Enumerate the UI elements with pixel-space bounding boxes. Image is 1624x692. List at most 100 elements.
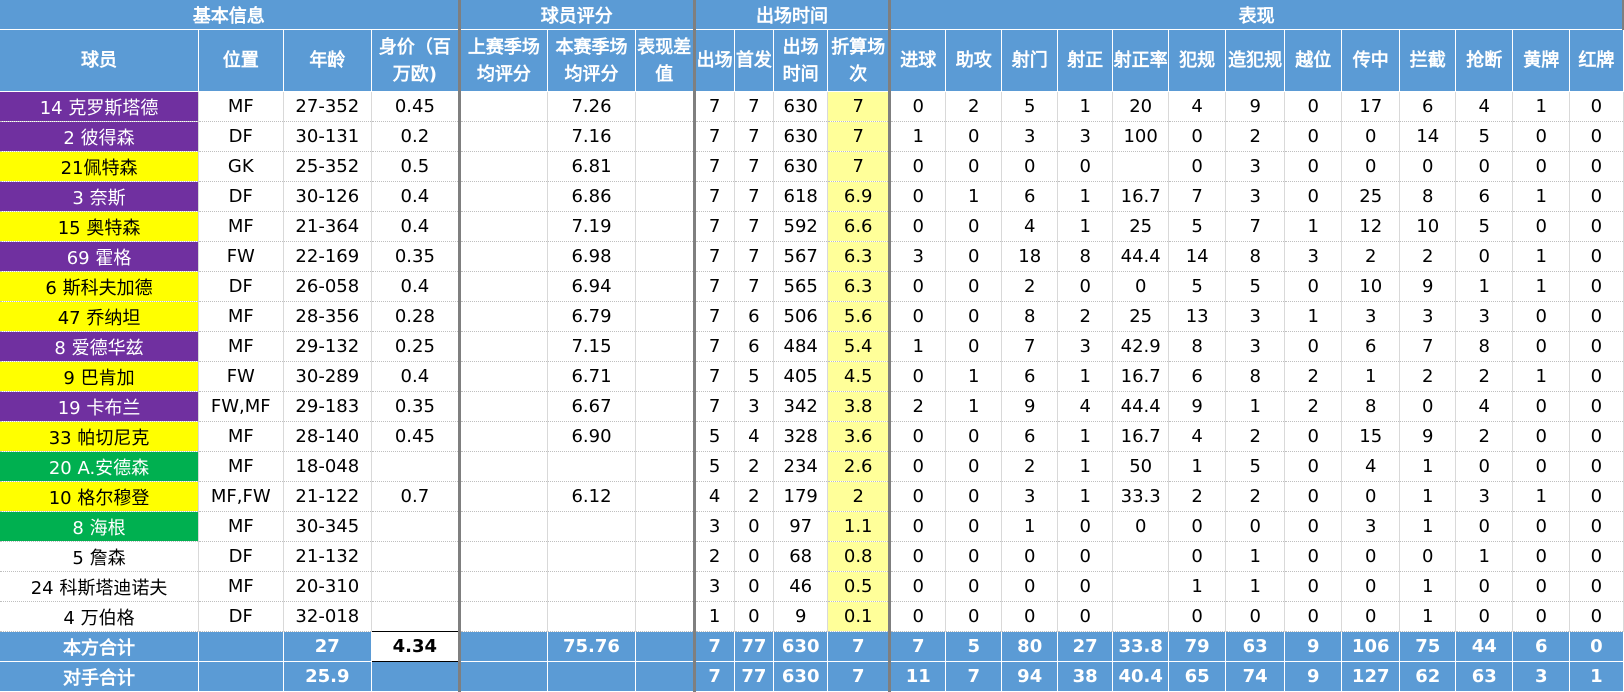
- yellow-cards-cell: 1: [1512, 271, 1571, 302]
- total-shot-accuracy-cell: 33.8: [1112, 631, 1170, 662]
- last-season-rating-cell: [459, 181, 549, 212]
- position-cell: DF: [198, 121, 284, 152]
- starts-cell: 7: [734, 91, 775, 122]
- shot-accuracy-cell: 42.9: [1112, 331, 1170, 362]
- rating-diff-cell: [635, 181, 696, 212]
- assists-cell: 0: [945, 571, 1003, 602]
- player-name-cell: 20 A.安德森: [0, 451, 200, 482]
- age-cell: 25-352: [283, 151, 373, 182]
- shot-accuracy-cell: 50: [1112, 451, 1170, 482]
- crosses-cell: 4: [1341, 451, 1401, 482]
- this-season-rating-cell: [547, 511, 636, 542]
- starts-cell: 2: [734, 481, 775, 512]
- this-season-rating-cell: 6.79: [547, 301, 636, 332]
- assists-cell: 1: [945, 361, 1003, 392]
- equiv-games-cell: 0.5: [827, 571, 892, 602]
- interceptions-cell: 8: [1399, 181, 1457, 212]
- age-cell: 27-352: [283, 91, 373, 122]
- tackles-cell: 0: [1455, 601, 1514, 632]
- last-season-rating-cell: [459, 331, 549, 362]
- last-season-rating-cell: [459, 541, 549, 572]
- equiv-games-cell: 2: [827, 481, 892, 512]
- goals-cell: 0: [889, 211, 947, 242]
- red-cards-cell: 0: [1569, 331, 1624, 362]
- fouls-drawn-cell: 3: [1225, 331, 1286, 362]
- crosses-cell: 0: [1341, 151, 1401, 182]
- shots-on-target-cell: 3: [1057, 121, 1114, 152]
- rating-diff-cell: [635, 481, 696, 512]
- yellow-cards-cell: 0: [1512, 211, 1571, 242]
- interceptions-cell: 2: [1399, 361, 1457, 392]
- last-season-rating-cell: [459, 121, 549, 152]
- last-season-rating-cell: [459, 151, 549, 182]
- tackles-cell: 3: [1455, 481, 1514, 512]
- total-assists-cell: 5: [945, 631, 1003, 662]
- fouls-drawn-cell: 5: [1225, 271, 1286, 302]
- minutes-cell: 484: [773, 331, 829, 362]
- shot-accuracy-cell: 44.4: [1112, 241, 1170, 272]
- starts-cell: 7: [734, 211, 775, 242]
- total-market-value-cell: 4.34: [371, 631, 461, 662]
- total-yellow-cards-cell: 3: [1512, 661, 1571, 692]
- market-value-cell: 0.45: [371, 421, 461, 452]
- red-cards-cell: 0: [1569, 241, 1624, 272]
- offsides-cell: 2: [1284, 361, 1343, 392]
- minutes-cell: 630: [773, 91, 829, 122]
- shots-on-target-cell: 1: [1057, 451, 1114, 482]
- player-name-cell: 15 奥特森: [0, 211, 200, 242]
- table-row: 4 万伯格 DF 32-018 1 0 9 0.1 0 0 0 0 0 0 0 0 1 0 0 0: [0, 601, 1624, 632]
- fouls-cell: 4: [1168, 421, 1227, 452]
- total-this-season-rating-cell: 75.76: [547, 631, 636, 662]
- yellow-cards-cell: 0: [1512, 391, 1571, 422]
- market-value-cell: 0.4: [371, 361, 461, 392]
- yellow-cards-cell: 1: [1512, 91, 1571, 122]
- offsides-cell: 0: [1284, 271, 1343, 302]
- table-row: 21佩特森 GK 25-352 0.5 6.81 7 7 630 7 0 0 0 0 0 3 0 0 0 0 0 0: [0, 151, 1624, 182]
- assists-cell: 0: [945, 211, 1003, 242]
- shot-accuracy-cell: [1112, 541, 1170, 572]
- minutes-cell: 592: [773, 211, 829, 242]
- opponent-totals-row: 对手合计 25.9 7 77 630 7 11 7 94 38 40.4 65 74 9 127 62 63 3 1: [0, 661, 1624, 692]
- total-minutes-cell: 630: [773, 661, 829, 692]
- equiv-games-cell: 6.3: [827, 271, 892, 302]
- appearances-cell: 3: [694, 511, 735, 542]
- table-totals: 本方合计 27 4.34 75.76 7 77 630 7 7 5 80 27 33.8 79 63 9 106…: [0, 631, 1624, 692]
- goals-cell: 1: [889, 121, 947, 152]
- shots-on-target-cell: 1: [1057, 481, 1114, 512]
- col-header-appearances: 出场: [694, 29, 735, 92]
- this-season-rating-cell: 6.71: [547, 361, 636, 392]
- assists-cell: 0: [945, 541, 1003, 572]
- minutes-cell: 342: [773, 391, 829, 422]
- yellow-cards-cell: 0: [1512, 301, 1571, 332]
- appearances-cell: 7: [694, 301, 735, 332]
- rating-diff-cell: [635, 361, 696, 392]
- table-row: 47 乔纳坦 MF 28-356 0.28 6.79 7 6 506 5.6 0 0 8 2 25 13 3 1…: [0, 301, 1624, 332]
- fouls-drawn-cell: 9: [1225, 91, 1286, 122]
- totals-label: 对手合计: [0, 661, 200, 692]
- goals-cell: 2: [889, 391, 947, 422]
- player-name-cell: 24 科斯塔迪诺夫: [0, 571, 200, 602]
- minutes-cell: 68: [773, 541, 829, 572]
- rating-diff-cell: [635, 601, 696, 632]
- fouls-cell: 0: [1168, 541, 1227, 572]
- col-header-goals: 进球: [889, 29, 947, 92]
- tackles-cell: 1: [1455, 271, 1514, 302]
- appearances-cell: 7: [694, 121, 735, 152]
- shot-accuracy-cell: 16.7: [1112, 421, 1170, 452]
- rating-diff-cell: [635, 391, 696, 422]
- fouls-cell: 0: [1168, 601, 1227, 632]
- crosses-cell: 8: [1341, 391, 1401, 422]
- red-cards-cell: 0: [1569, 511, 1624, 542]
- goals-cell: 3: [889, 241, 947, 272]
- this-season-rating-cell: [547, 601, 636, 632]
- col-header-yellow-cards: 黄牌: [1512, 29, 1571, 92]
- offsides-cell: 0: [1284, 511, 1343, 542]
- shot-accuracy-cell: [1112, 601, 1170, 632]
- col-header-shots: 射门: [1001, 29, 1059, 92]
- age-cell: 26-058: [283, 271, 373, 302]
- offsides-cell: 0: [1284, 601, 1343, 632]
- last-season-rating-cell: [459, 241, 549, 272]
- goals-cell: 0: [889, 511, 947, 542]
- total-offsides-cell: 9: [1284, 661, 1343, 692]
- total-assists-cell: 7: [945, 661, 1003, 692]
